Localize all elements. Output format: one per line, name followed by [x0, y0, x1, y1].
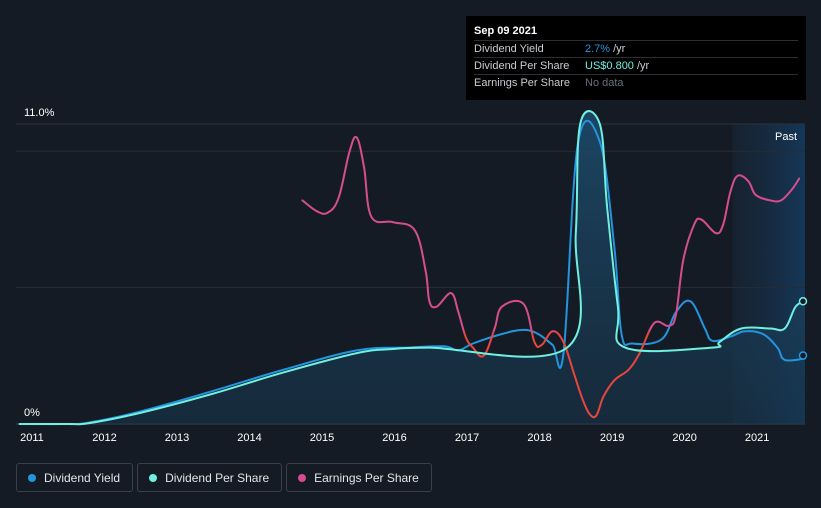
x-tick-label: 2017	[455, 432, 479, 444]
series-lines	[18, 110, 806, 426]
legend-dot-icon	[298, 473, 307, 482]
series-line-earnings-per-share	[301, 135, 801, 419]
tooltip-label: Dividend Per Share	[474, 60, 570, 72]
legend-dot-icon	[28, 473, 36, 482]
tooltip-unit: /yr	[636, 60, 650, 72]
tooltip: Sep 09 2021 Dividend Yield 2.7% /yr Divi…	[466, 16, 806, 100]
legend-item-dividend-yield[interactable]: Dividend Yield	[16, 463, 134, 492]
legend-label: Earnings Per Share	[314, 470, 419, 485]
legend-item-earnings-per-share[interactable]: Earnings Per Share	[286, 463, 432, 492]
tooltip-row-dividend-per-share: Dividend Per Share US$0.800 /yr	[474, 57, 798, 74]
x-tick-label: 2015	[310, 432, 334, 444]
x-tick-label: 2012	[92, 432, 116, 444]
tooltip-unit: /yr	[613, 43, 626, 55]
legend-label: Dividend Per Share	[165, 470, 270, 485]
y-axis-bottom-label: 0%	[24, 407, 40, 419]
x-tick-label: 2018	[527, 432, 551, 444]
y-axis-top-label: 11.0%	[24, 107, 55, 119]
tooltip-row-earnings-per-share: Earnings Per Share No data	[474, 74, 798, 91]
legend-item-dividend-per-share[interactable]: Dividend Per Share	[137, 463, 283, 492]
x-tick-label: 2021	[745, 432, 769, 444]
series-end-marker	[798, 351, 808, 360]
x-tick-label: 2016	[382, 432, 406, 444]
legend-dot-icon	[149, 473, 158, 482]
tooltip-date: Sep 09 2021	[474, 25, 537, 37]
x-tick-label: 2013	[165, 432, 189, 444]
x-tick-label: 2019	[600, 432, 624, 444]
x-tick-label: 2011	[20, 432, 44, 444]
x-tick-label: 2014	[237, 432, 261, 444]
x-axis-ticks: 2011 2012 2013 2014 2015 2016 2017 2018 2019 2020…	[20, 432, 769, 444]
tooltip-value: No data	[585, 77, 624, 89]
end-markers	[798, 297, 808, 360]
x-tick-label: 2020	[672, 432, 696, 444]
series-line-dividend-per-share	[18, 110, 806, 426]
series-end-marker	[798, 297, 808, 306]
past-label: Past	[775, 131, 797, 143]
dividend-area	[19, 111, 806, 425]
tooltip-value: 2.7%	[585, 43, 611, 55]
legend: Dividend Yield Dividend Per Share Earnin…	[16, 463, 432, 492]
legend-label: Dividend Yield	[44, 470, 121, 485]
tooltip-label: Earnings Per Share	[474, 77, 570, 89]
tooltip-value: US$0.800	[585, 60, 634, 72]
tooltip-row-dividend-yield: Dividend Yield 2.7% /yr	[474, 40, 798, 57]
tooltip-label: Dividend Yield	[474, 43, 544, 55]
dividend-per-share-area	[19, 111, 806, 425]
